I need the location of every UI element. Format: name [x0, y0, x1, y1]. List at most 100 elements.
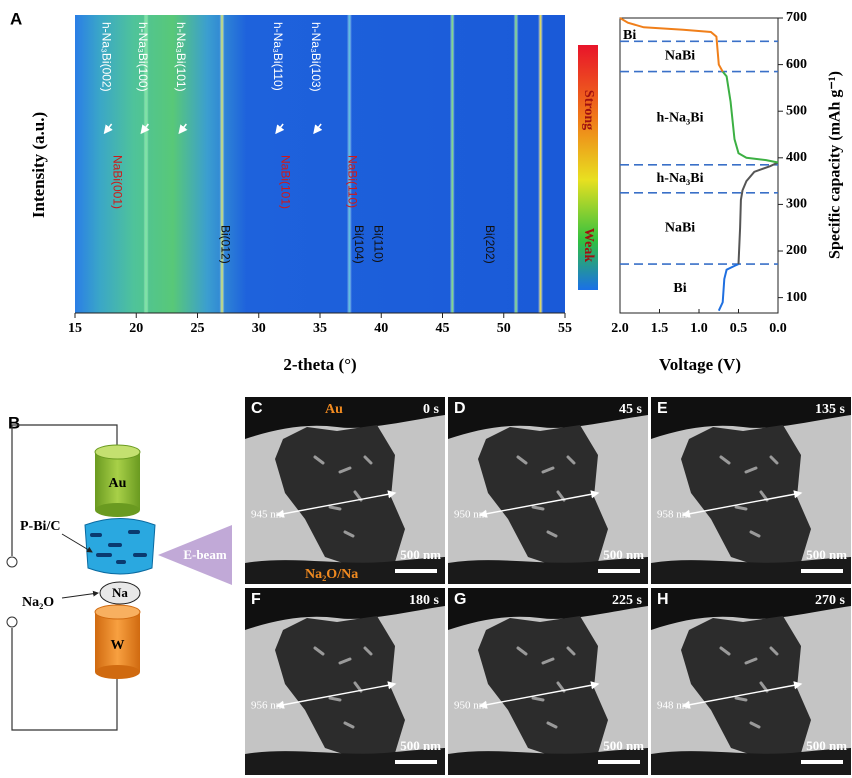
peak-label: h-Na₃Bi(100): [136, 22, 150, 92]
colorbar-high: Strong: [581, 90, 596, 130]
scale-label: 500 nm: [603, 547, 644, 562]
x-axis-label: 2-theta (°): [283, 355, 356, 374]
scale-bar: [395, 569, 437, 573]
y-axis-label: Specific capacity (mAh g⁻¹): [827, 71, 844, 259]
peak-label: NaBi(101): [278, 155, 292, 209]
tip-label: Au: [109, 476, 127, 491]
x-tick-label: 55: [558, 321, 572, 336]
time-label: 45 s: [619, 402, 643, 417]
scale-label: 500 nm: [806, 738, 847, 753]
tem-image: 948 nm H 270 s 500 nm: [651, 588, 851, 775]
width-label: 948 nm: [657, 700, 691, 712]
scale-label: 500 nm: [400, 547, 441, 562]
y-tick-label: 200: [786, 243, 807, 258]
terminal: [7, 557, 17, 567]
x-axis-label: Voltage (V): [659, 355, 741, 374]
time-label: 0 s: [423, 402, 440, 417]
base-label: Na₂O/Na: [305, 567, 358, 582]
peak-label: h-Na₃Bi(103): [309, 22, 323, 92]
tem-image: 950 nm G 225 s 500 nm: [448, 588, 648, 775]
scale-bar: [598, 760, 640, 764]
tem-image: 950 nm D 45 s 500 nm: [448, 397, 648, 584]
phase-label: NaBi: [665, 221, 695, 236]
body: A Strong Weak Intensity (a.u.) 2-theta (…: [0, 0, 852, 778]
y-tick-label: 700: [786, 10, 807, 25]
tem-image: 958 nm E 135 s 500 nm: [651, 397, 851, 584]
x-tick-label: 0.0: [769, 321, 787, 336]
x-tick-label: 35: [313, 321, 327, 336]
au-tip-top: [95, 445, 140, 459]
colorbar-low: Weak: [581, 228, 596, 262]
peak-label: NaBi(110): [346, 155, 360, 208]
x-tick-label: 25: [191, 321, 205, 336]
y-tick-label: 100: [786, 290, 807, 305]
w-holder-bottom: [95, 665, 140, 679]
pointer: [62, 593, 98, 598]
scale-label: 500 nm: [603, 738, 644, 753]
holder-label: W: [111, 638, 125, 653]
width-label: 958 nm: [657, 509, 691, 521]
x-tick-label: 2.0: [611, 321, 629, 336]
tem-image: 956 nm F 180 s 500 nm: [245, 588, 445, 775]
oxide-label: Na₂O: [22, 595, 54, 610]
phase-label: NaBi: [665, 49, 695, 64]
w-holder-top: [95, 605, 140, 619]
panel-label: G: [454, 591, 466, 608]
peak-label: h-Na₃Bi(110): [271, 22, 285, 91]
peak-label: Bi(202): [483, 225, 497, 264]
phase-label: h-Na₃Bi: [657, 110, 704, 125]
x-tick-label: 1.0: [690, 321, 708, 336]
source-label: Na: [112, 585, 128, 600]
x-tick-label: 1.5: [651, 321, 669, 336]
width-label: 950 nm: [454, 509, 488, 521]
terminal: [7, 617, 17, 627]
tem-panels: 945 nm C 0 s 500 nm Au Na₂O/Na 950 nm D 45 s 500 …: [245, 397, 851, 775]
phase-label: Bi: [623, 28, 636, 43]
y-tick-label: 300: [786, 197, 807, 212]
y-tick-label: 600: [786, 57, 807, 72]
scale-bar: [395, 760, 437, 764]
y-tick-label: 500: [786, 103, 807, 118]
scale-label: 500 nm: [400, 738, 441, 753]
time-label: 135 s: [815, 402, 846, 417]
panel-label: C: [251, 400, 263, 417]
panel-label: F: [251, 591, 261, 608]
peak-label: NaBi(001): [110, 155, 124, 209]
phase-label: h-Na₃Bi: [657, 171, 704, 186]
phase-label: Bi: [673, 281, 686, 296]
panel-label: E: [657, 400, 668, 417]
peak-label: Bi(110): [371, 225, 385, 263]
peak-label: h-Na₃Bi(002): [99, 22, 113, 92]
x-tick-label: 0.5: [730, 321, 748, 336]
figure: A Strong Weak Intensity (a.u.) 2-theta (…: [0, 0, 852, 778]
x-tick-label: 40: [374, 321, 388, 336]
tip-label: Au: [325, 402, 343, 417]
peak-label: Bi(104): [352, 225, 366, 264]
tem-image: 945 nm C 0 s 500 nm Au Na₂O/Na: [245, 397, 445, 584]
panel-label: A: [10, 9, 22, 28]
x-tick-label: 50: [497, 321, 511, 336]
time-label: 270 s: [815, 593, 846, 608]
x-tick-label: 30: [252, 321, 266, 336]
x-tick-label: 15: [68, 321, 82, 336]
width-label: 956 nm: [251, 700, 285, 712]
panel-label: H: [657, 591, 669, 608]
y-axis-label: Intensity (a.u.): [29, 112, 48, 218]
time-label: 180 s: [409, 593, 440, 608]
time-label: 225 s: [612, 593, 643, 608]
peak-label: Bi(012): [218, 225, 232, 264]
panel-label: D: [454, 400, 466, 417]
x-tick-label: 45: [436, 321, 450, 336]
scale-bar: [598, 569, 640, 573]
beam-label: E-beam: [183, 547, 227, 562]
y-tick-label: 400: [786, 150, 807, 165]
scale-label: 500 nm: [806, 547, 847, 562]
scale-bar: [801, 569, 843, 573]
peak-label: h-Na₃Bi(101): [174, 22, 188, 92]
panel-label: B: [8, 413, 20, 432]
page: Figure {"panel_a": { "label": "A", "xrd"…: [0, 0, 852, 778]
width-label: 945 nm: [251, 509, 285, 521]
width-label: 950 nm: [454, 700, 488, 712]
x-tick-label: 20: [129, 321, 143, 336]
sample-label: P-Bi/C: [20, 519, 60, 534]
